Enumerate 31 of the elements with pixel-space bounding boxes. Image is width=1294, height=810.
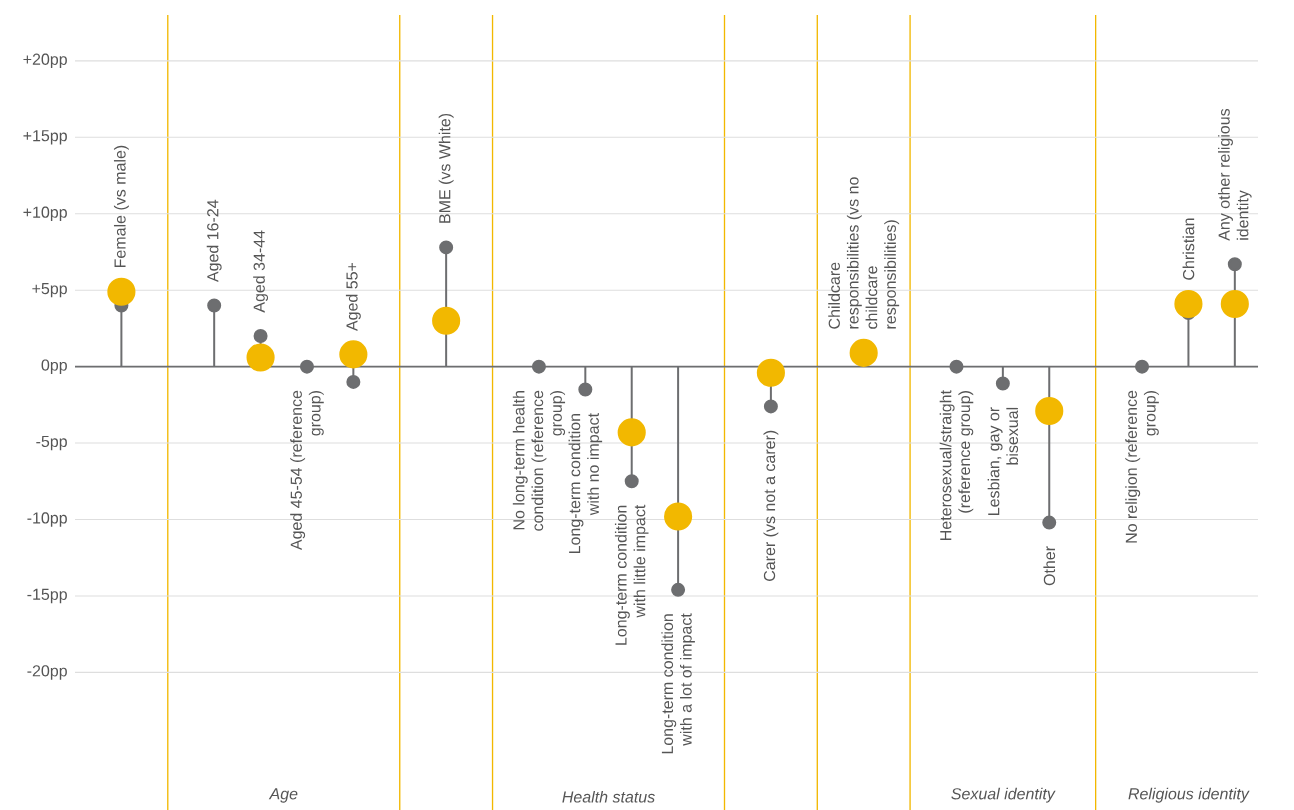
annotation: Age xyxy=(268,788,298,803)
x-tick-label: Heterosexual/straight (reference group) xyxy=(939,390,974,540)
y-tick-label: +20pp xyxy=(23,53,67,69)
x-tick-label: Aged 45-54 (reference group) xyxy=(290,390,324,551)
annotation: Health status xyxy=(562,790,655,803)
y-tick-label: -20pp xyxy=(27,665,67,680)
y-tick-label: +15pp xyxy=(23,130,67,145)
y-tick-label: -10pp xyxy=(27,512,67,527)
x-tick-label: Other xyxy=(1043,546,1056,586)
x-tick-label: Long-term condition with no impact xyxy=(568,413,603,554)
y-tick-label: 0pp xyxy=(41,359,67,374)
x-tick-label: No religion (reference group) xyxy=(1125,390,1159,543)
x-tick-label: Aged 55+ xyxy=(345,262,361,332)
annotation: Religious identity xyxy=(1128,787,1250,803)
x-tick-label: Aged 16-24 xyxy=(206,199,222,283)
x-tick-label: Christian xyxy=(1182,218,1195,280)
x-tick-label: BME (vs White) xyxy=(438,113,454,223)
y-tick-label: -15pp xyxy=(27,588,67,604)
x-tick-label: Lesbian, gay or bisexual xyxy=(987,407,1019,515)
y-tick-label: -5pp xyxy=(36,435,67,451)
x-tick-label: Carer (vs not a carer) xyxy=(763,430,779,581)
x-tick-label: No long-term health condition (reference group) xyxy=(512,390,566,531)
x-tick-label: Long-term condition with a lot of impact xyxy=(661,613,695,754)
x-tick-label: Childcare responsibilities (vs no childcare responsibilities) xyxy=(828,177,900,329)
x-tick-label: Aged 34-44 xyxy=(253,230,269,313)
y-tick-label: +5pp xyxy=(32,283,67,298)
y-tick-label: +10pp xyxy=(23,206,67,221)
x-tick-label: Any other religious identity xyxy=(1218,108,1252,241)
annotation: Sexual identity xyxy=(951,787,1056,803)
x-tick-label: Female (vs male) xyxy=(113,145,129,268)
x-tick-label: Long-term condition with little impact xyxy=(614,504,649,645)
